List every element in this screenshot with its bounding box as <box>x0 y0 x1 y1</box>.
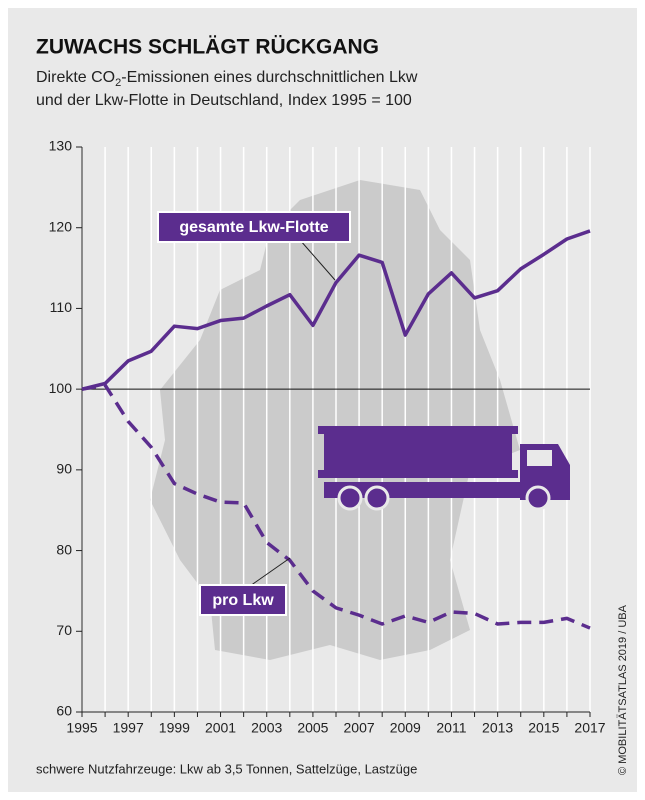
y-tick-label: 120 <box>49 218 73 234</box>
subtitle-part: Direkte CO <box>36 69 115 86</box>
leader-line <box>299 239 336 281</box>
footnote: schwere Nutzfahrzeuge: Lkw ab 3,5 Tonnen… <box>36 761 417 776</box>
x-tick-label: 1997 <box>113 720 144 736</box>
y-tick-label: 70 <box>56 622 72 638</box>
source: © MOBILITÄTSATLAS 2019 / UBA <box>617 604 629 775</box>
x-tick-label: 2011 <box>436 720 466 736</box>
leader-line <box>249 557 291 587</box>
series-label: pro Lkw <box>212 592 274 609</box>
map-germany <box>150 180 520 660</box>
y-tick-label: 100 <box>49 380 73 396</box>
series-label-box <box>199 584 287 616</box>
y-tick-label: 90 <box>56 461 72 477</box>
y-tick-label: 80 <box>56 541 72 557</box>
x-tick-label: 2003 <box>251 720 282 736</box>
x-tick-label: 1995 <box>66 720 97 736</box>
chart-title: ZUWACHS SCHLÄGT RÜCKGANG <box>36 36 379 59</box>
subtitle: Direkte CO2-Emissionen eines durchschnit… <box>36 69 418 89</box>
series-line <box>81 383 591 630</box>
grid: 60 70 80 90 100 110 120 130 1995 1997 1999 2001 2003… <box>49 138 606 736</box>
y-tick-label: 130 <box>49 138 73 154</box>
series-label-box <box>157 211 351 243</box>
plot <box>81 229 591 630</box>
series-label: gesamte Lkw-Flotte <box>179 219 328 236</box>
x-tick-label: 2001 <box>205 720 236 736</box>
subtitle-subscript: 2 <box>115 77 121 89</box>
x-tick-label: 2005 <box>297 720 328 736</box>
y-tick-label: 60 <box>56 703 72 719</box>
x-tick-label: 2015 <box>528 720 559 736</box>
x-tick-label: 2009 <box>390 720 421 736</box>
subtitle-part: -Emissionen eines durchschnittlichen Lkw <box>121 69 418 86</box>
x-tick-label: 2017 <box>574 720 605 736</box>
x-tick-label: 2013 <box>482 720 513 736</box>
x-tick-label: 2007 <box>344 720 375 736</box>
truck-icon <box>318 426 570 511</box>
y-tick-label: 110 <box>50 299 73 315</box>
subtitle: und der Lkw-Flotte in Deutschland, Index… <box>36 92 412 109</box>
series-line <box>81 229 591 391</box>
x-tick-label: 1999 <box>159 720 190 736</box>
